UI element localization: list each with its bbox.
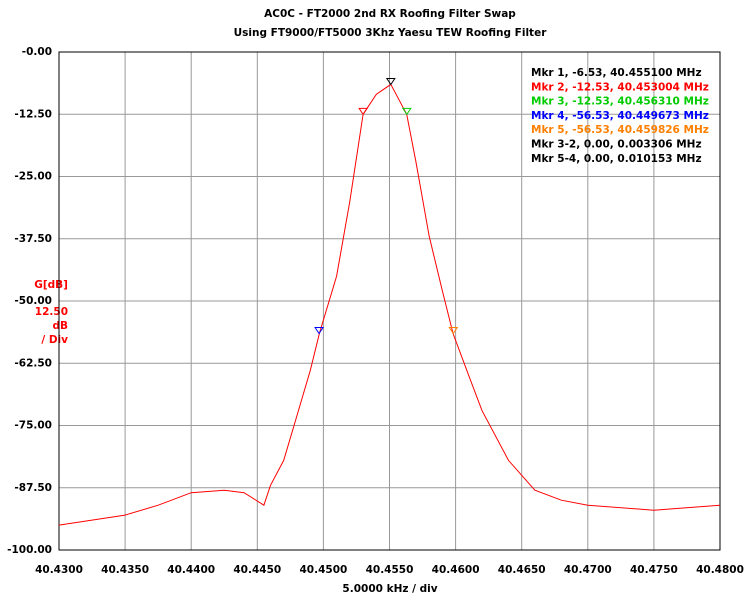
marker-label: Mkr 2, -12.53, 40.453004 MHz xyxy=(531,81,709,93)
y-scale-note: / Div xyxy=(41,334,68,346)
y-tick-label: -37.50 xyxy=(14,233,52,245)
x-tick-label: 40.4500 xyxy=(299,564,347,576)
y-tick-label: -87.50 xyxy=(14,482,52,494)
chart-subtitle: Using FT9000/FT5000 3Khz Yaesu TEW Roofi… xyxy=(234,27,548,39)
marker xyxy=(401,107,412,116)
x-tick-label: 40.4450 xyxy=(233,564,281,576)
y-tick-label: -12.50 xyxy=(14,108,52,120)
y-tick-label: -100.00 xyxy=(7,544,52,556)
marker xyxy=(314,327,325,335)
y-axis-label: G[dB] xyxy=(34,279,68,291)
y-tick-label: -62.50 xyxy=(14,357,52,369)
x-tick-label: 40.4650 xyxy=(498,564,546,576)
x-tick-label: 40.4300 xyxy=(35,564,83,576)
y-tick-label: -50.00 xyxy=(14,295,52,307)
y-scale-note: 12.50 xyxy=(35,306,68,318)
x-tick-label: 40.4600 xyxy=(432,564,480,576)
y-tick-label: -0.00 xyxy=(22,46,52,58)
marker xyxy=(385,78,396,86)
x-tick-label: 40.4350 xyxy=(101,564,149,576)
y-tick-label: -25.00 xyxy=(14,171,52,183)
y-scale-note: dB xyxy=(52,320,68,332)
marker xyxy=(358,107,369,116)
x-tick-label: 40.4700 xyxy=(564,564,612,576)
x-tick-label: 40.4400 xyxy=(167,564,215,576)
marker-note: Mkr 3-2, 0.00, 0.003306 MHz xyxy=(531,139,702,151)
x-axis-label: 5.0000 kHz / div xyxy=(342,583,437,595)
marker-label: Mkr 4, -56.53, 40.449673 MHz xyxy=(531,110,709,122)
x-tick-label: 40.4550 xyxy=(366,564,414,576)
marker-label: Mkr 1, -6.53, 40.455100 MHz xyxy=(531,67,702,79)
chart-title: AC0C - FT2000 2nd RX Roofing Filter Swap xyxy=(264,8,516,20)
x-tick-label: 40.4750 xyxy=(630,564,678,576)
marker-label: Mkr 5, -56.53, 40.459826 MHz xyxy=(531,124,709,136)
x-tick-label: 40.4800 xyxy=(696,564,744,576)
trace-line xyxy=(58,83,721,526)
y-tick-label: -75.00 xyxy=(14,420,52,432)
plot-frame xyxy=(58,51,721,551)
marker xyxy=(448,327,459,335)
marker-note: Mkr 5-4, 0.00, 0.010153 MHz xyxy=(531,153,702,165)
marker-label: Mkr 3, -12.53, 40.456310 MHz xyxy=(531,96,709,108)
